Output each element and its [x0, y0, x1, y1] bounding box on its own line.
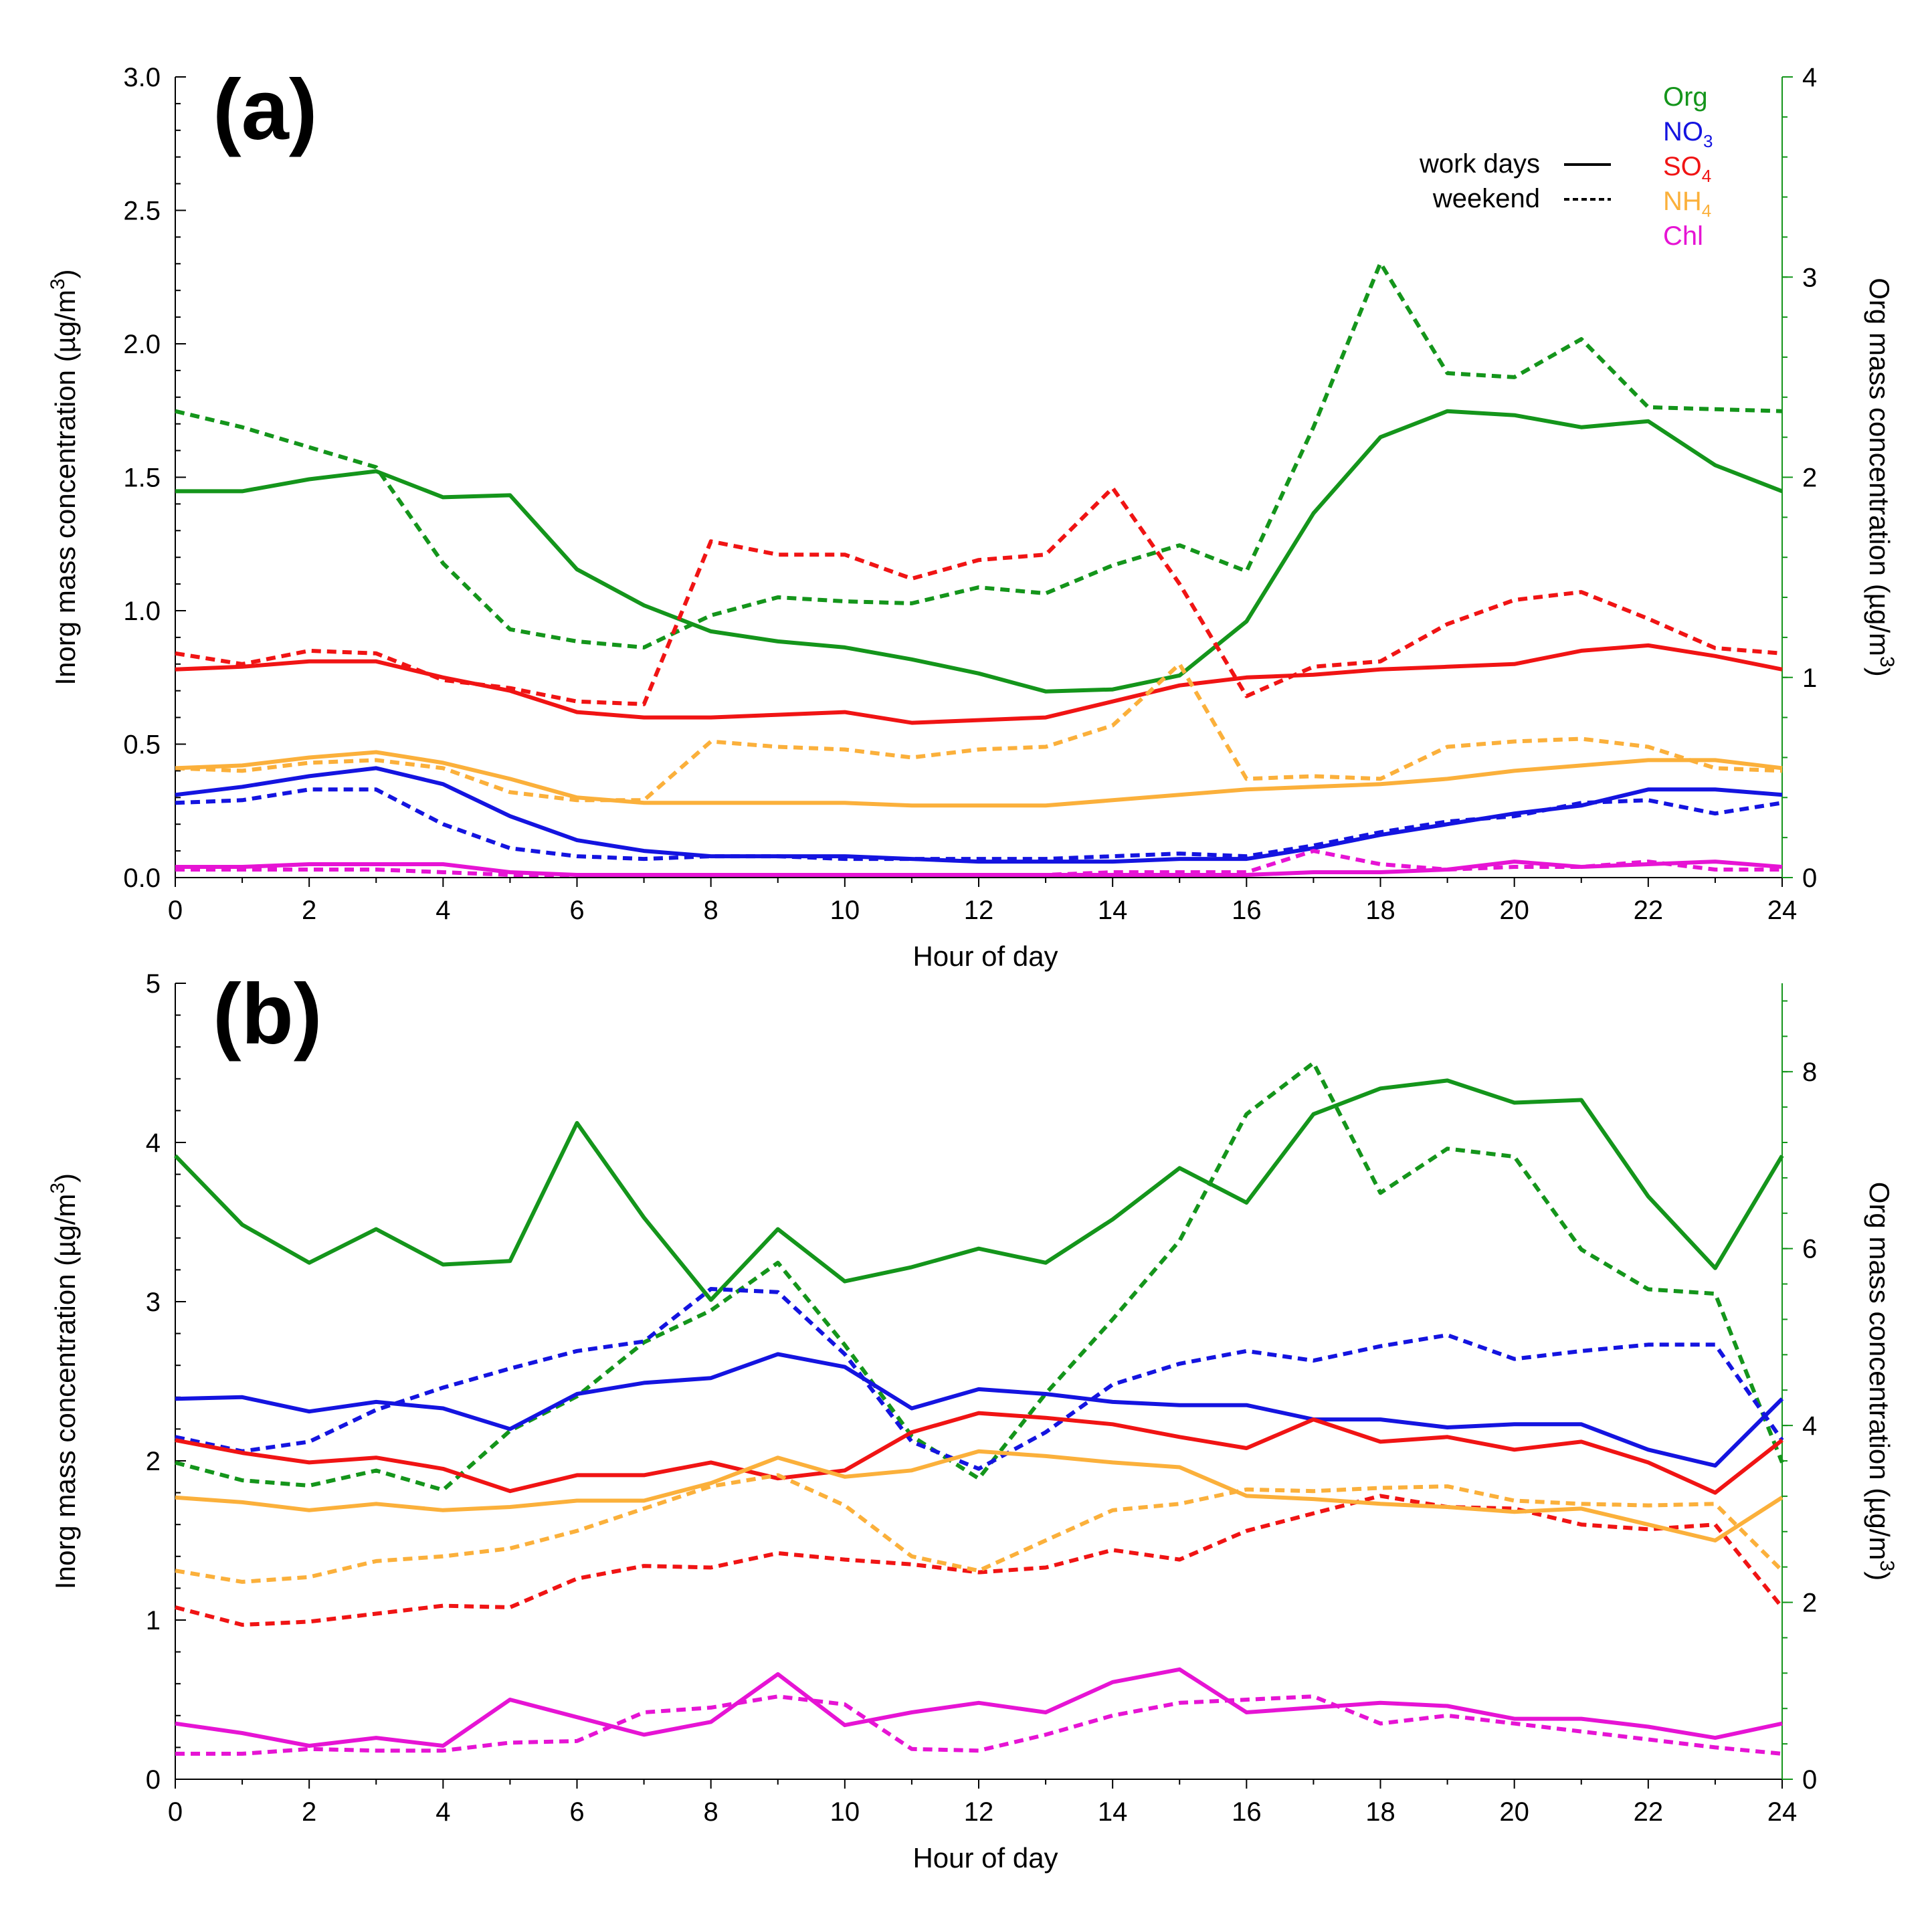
- y2-tick-label: 1: [1802, 664, 1817, 693]
- x-tick-label: 12: [964, 896, 994, 925]
- x-tick-label: 22: [1634, 1797, 1664, 1827]
- y-tick-label: 1: [146, 1606, 161, 1635]
- y2-tick-label: 0: [1802, 1765, 1817, 1795]
- y-tick-label: 2: [146, 1447, 161, 1476]
- legend-chl: Chl: [1663, 221, 1703, 251]
- x-tick-label: 0: [168, 896, 183, 925]
- x-tick-label: 12: [964, 1797, 994, 1827]
- y2-axis-title: Org mass concentration (µg/m3): [1864, 1182, 1898, 1581]
- legend-nh4: NH4: [1663, 187, 1711, 221]
- x-tick-label: 6: [569, 1797, 584, 1827]
- x-tick-label: 10: [830, 1797, 860, 1827]
- org-weekend-line: [175, 261, 1783, 649]
- panel-label: (a): [213, 62, 317, 158]
- y-tick-label: 5: [146, 969, 161, 999]
- y2-tick-label: 4: [1802, 1411, 1817, 1441]
- x-tick-label: 24: [1767, 1797, 1798, 1827]
- x-axis-title: Hour of day: [912, 940, 1058, 972]
- x-tick-label: 16: [1232, 896, 1262, 925]
- y-tick-label: 2.5: [123, 197, 161, 226]
- y-tick-label: 2.0: [123, 330, 161, 359]
- y-tick-label: 0: [146, 1765, 161, 1795]
- x-tick-label: 20: [1499, 896, 1529, 925]
- x-tick-label: 24: [1767, 896, 1798, 925]
- x-tick-label: 14: [1098, 896, 1128, 925]
- x-tick-label: 18: [1365, 1797, 1395, 1827]
- y2-tick-label: 8: [1802, 1058, 1817, 1087]
- no3-workdays-line: [175, 1352, 1784, 1468]
- x-tick-label: 6: [569, 896, 584, 925]
- legend-dashed-label: weekend: [1432, 184, 1540, 213]
- y-tick-label: 3: [146, 1288, 161, 1317]
- y2-tick-label: 4: [1802, 63, 1817, 92]
- x-tick-label: 2: [302, 1797, 316, 1827]
- y-axis-title: Inorg mass concentration (µg/m3): [47, 1173, 81, 1589]
- legend-solid-label: work days: [1419, 149, 1540, 179]
- y2-tick-label: 3: [1802, 263, 1817, 292]
- y-tick-label: 0.0: [123, 864, 161, 893]
- y2-tick-label: 2: [1802, 464, 1817, 493]
- y-tick-label: 4: [146, 1128, 161, 1158]
- x-tick-label: 2: [302, 896, 316, 925]
- nh4-weekend-line: [175, 1473, 1784, 1584]
- y-tick-label: 3.0: [123, 63, 161, 92]
- chl-workdays-line: [175, 1667, 1783, 1748]
- x-tick-label: 4: [436, 896, 450, 925]
- legend-org: Org: [1663, 82, 1708, 112]
- x-tick-label: 8: [704, 1797, 718, 1827]
- panel-label: (b): [213, 967, 322, 1062]
- x-tick-label: 4: [436, 1797, 450, 1827]
- x-tick-label: 22: [1634, 896, 1664, 925]
- no3-workdays-line: [175, 766, 1783, 864]
- no3-weekend-line: [175, 1287, 1784, 1471]
- x-tick-label: 0: [168, 1797, 183, 1827]
- org-workdays-line: [175, 409, 1783, 694]
- legend-so4: SO4: [1663, 152, 1711, 186]
- y2-tick-label: 2: [1802, 1589, 1817, 1618]
- x-tick-label: 16: [1232, 1797, 1262, 1827]
- x-tick-label: 18: [1365, 896, 1395, 925]
- legend-no3: NO3: [1663, 117, 1713, 151]
- org-workdays-line: [173, 1078, 1784, 1302]
- y2-tick-label: 6: [1802, 1235, 1817, 1264]
- x-tick-label: 14: [1098, 1797, 1128, 1827]
- x-tick-label: 10: [830, 896, 860, 925]
- y-tick-label: 1.0: [123, 597, 161, 626]
- y-tick-label: 1.5: [123, 464, 161, 493]
- y-axis-title: Inorg mass concentration (µg/m3): [47, 269, 81, 685]
- no3-weekend-line: [175, 787, 1783, 862]
- x-tick-label: 8: [704, 896, 718, 925]
- chl-weekend-line: [175, 1694, 1783, 1756]
- so4-workdays-line: [175, 643, 1783, 725]
- y2-tick-label: 0: [1802, 864, 1817, 893]
- x-axis-title: Hour of day: [912, 1842, 1058, 1874]
- x-tick-label: 20: [1499, 1797, 1529, 1827]
- y2-axis-title: Org mass concentration (µg/m3): [1864, 278, 1898, 676]
- y-tick-label: 0.5: [123, 730, 161, 760]
- so4-weekend-line: [175, 1494, 1784, 1627]
